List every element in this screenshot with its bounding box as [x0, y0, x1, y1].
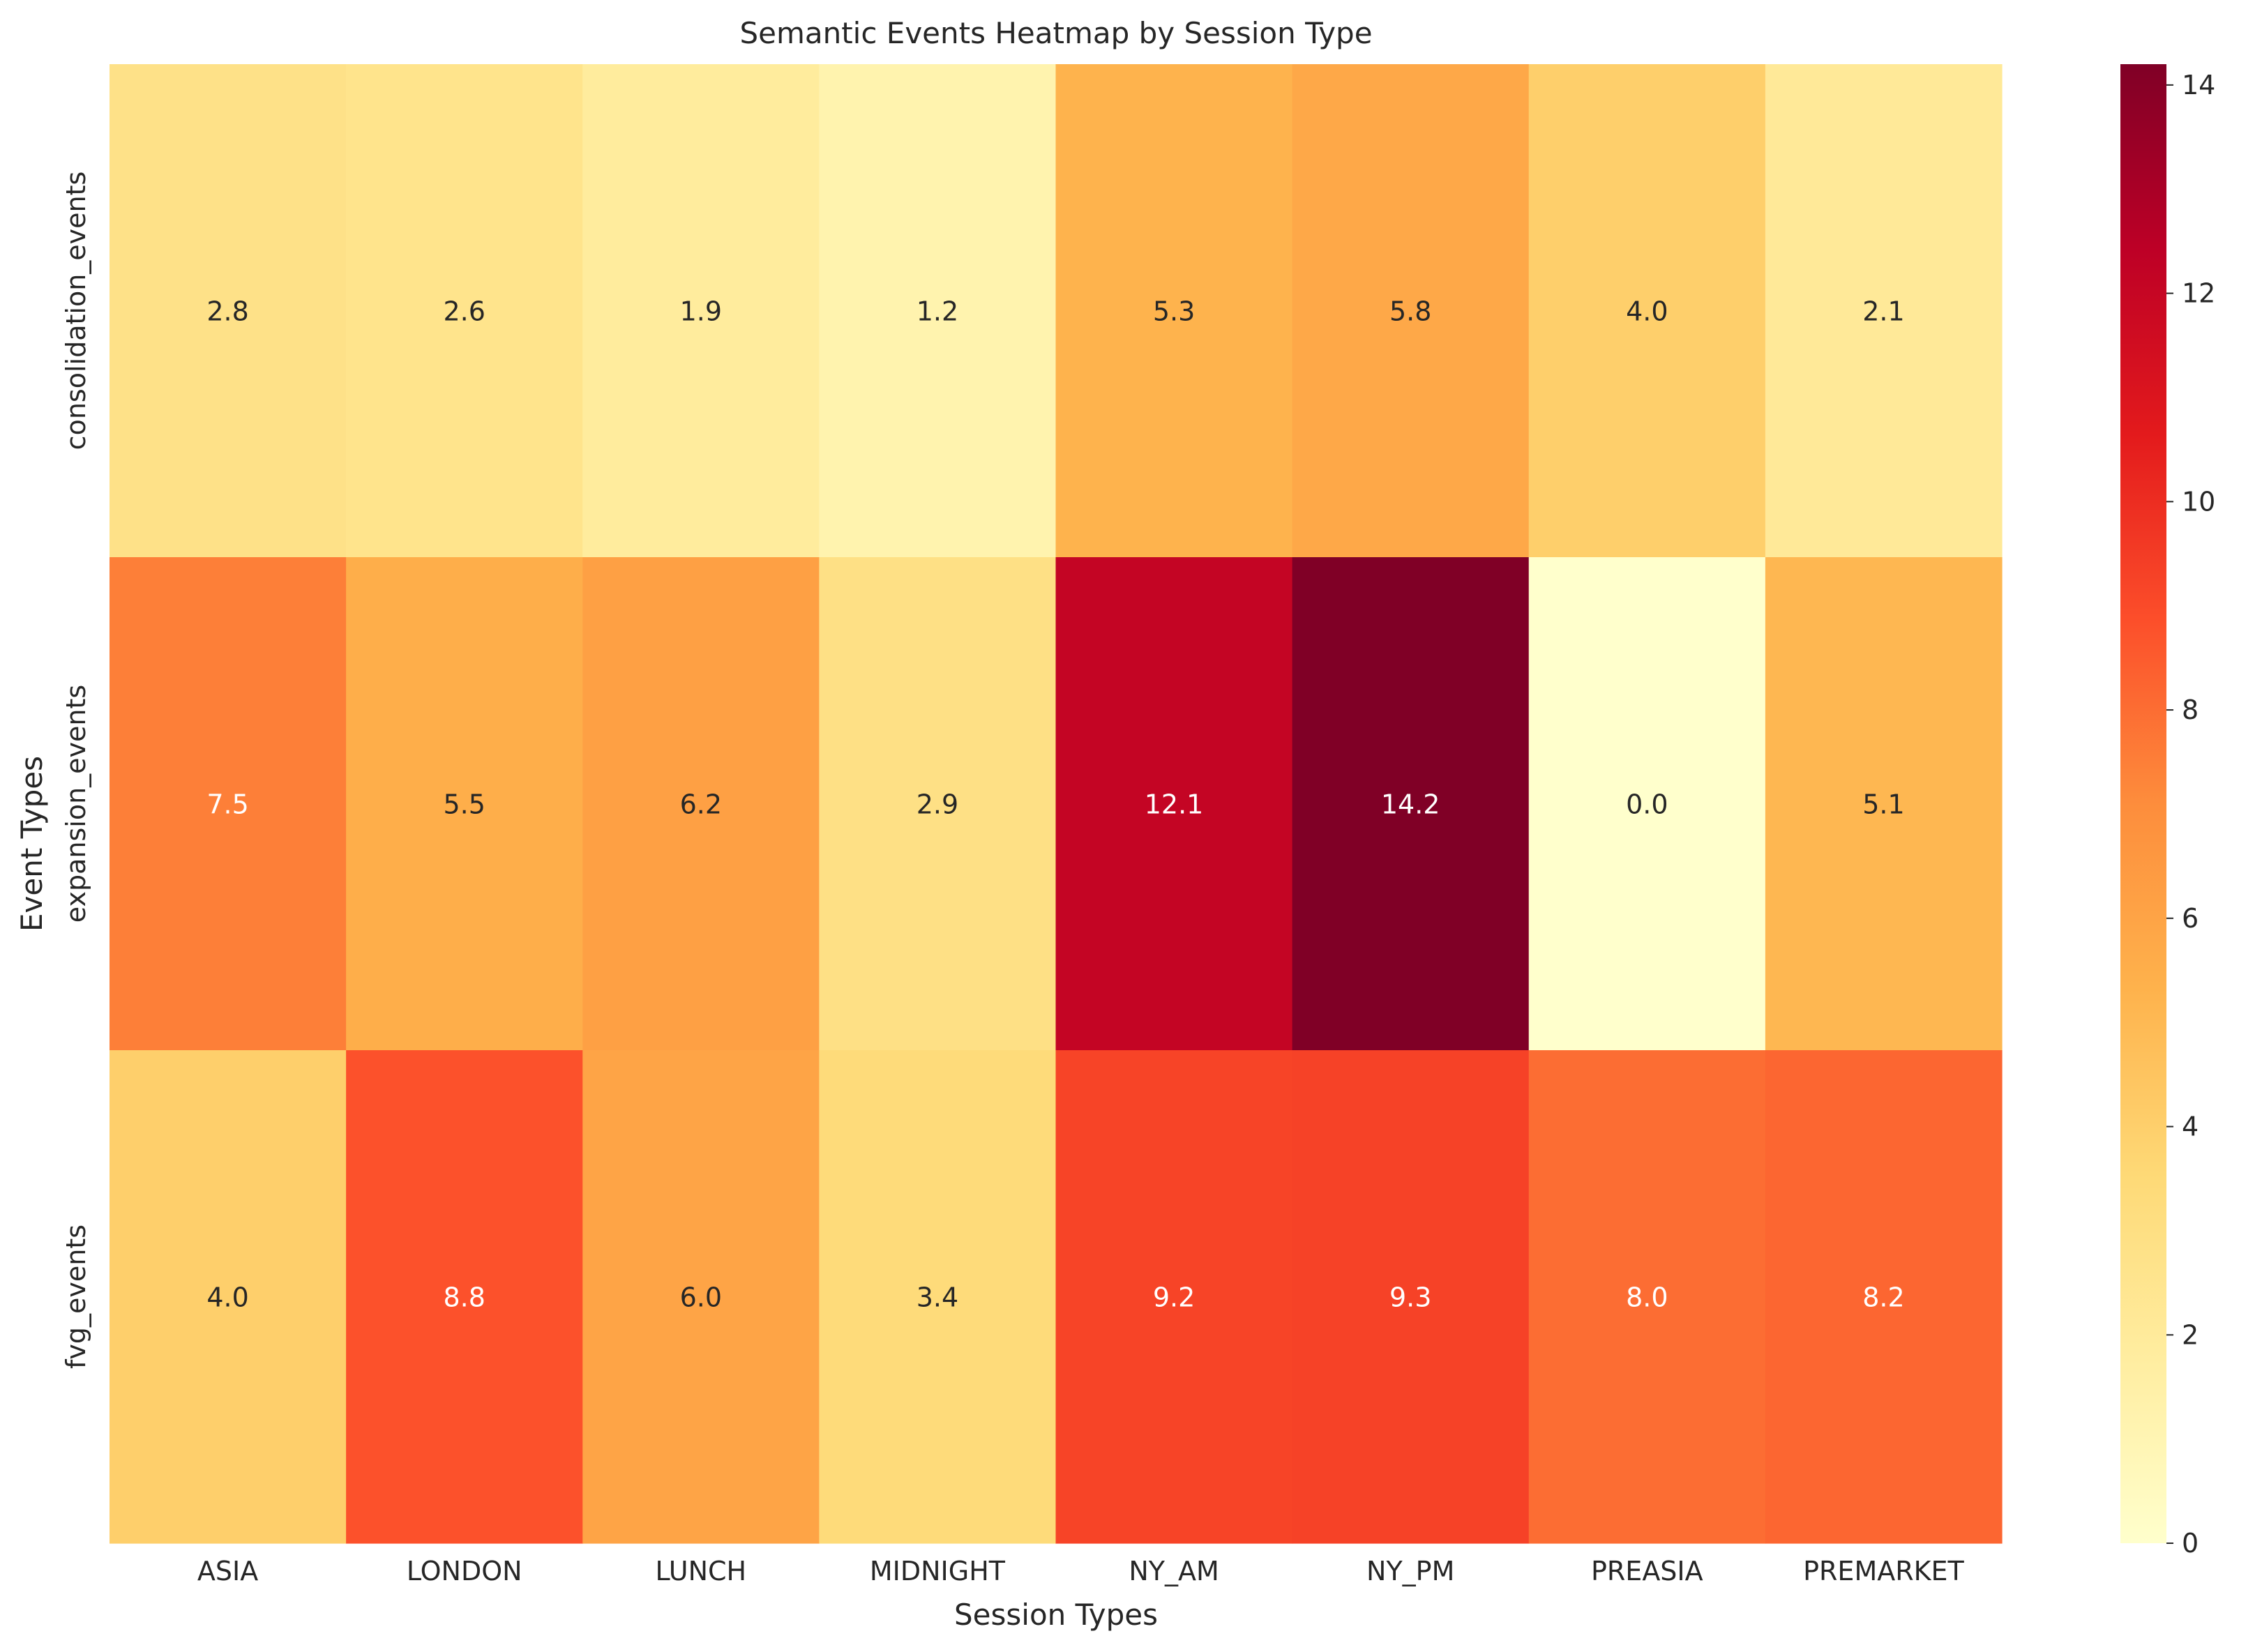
heatmap-cell — [1528, 557, 1766, 1051]
heatmap-cell — [1292, 557, 1530, 1051]
heatmap-cell-labels: 2.8 2.6 1.9 1.2 5.3 5.8 4.0 2.1 7.5 5.5 6.2 2.9 12.1… — [206, 296, 1904, 1313]
cell-value-label: 5.3 — [1153, 296, 1195, 327]
x-tick-label: PREMARKET — [1803, 1556, 1964, 1586]
cell-value-label: 8.8 — [443, 1282, 485, 1313]
heatmap-cell — [346, 1050, 583, 1544]
y-axis-label: Event Types — [15, 756, 49, 932]
colorbar-ticks: 0 2 4 6 8 10 12 14 — [2166, 70, 2215, 1559]
cell-value-label: 2.8 — [206, 296, 248, 327]
cell-value-label: 3.4 — [917, 1282, 958, 1313]
heatmap-cell — [1055, 64, 1293, 558]
heatmap-cells — [110, 64, 2003, 1544]
heatmap-cell — [582, 557, 820, 1051]
y-tick-labels: consolidation_events expansion_events fvg_… — [61, 172, 91, 1369]
heatmap-cell — [1765, 64, 2003, 558]
cell-value-label: 1.9 — [680, 296, 722, 327]
heatmap-cell — [1055, 557, 1293, 1051]
heatmap-cell — [1528, 1050, 1766, 1544]
cell-value-label: 5.1 — [1862, 789, 1904, 820]
heatmap-cell — [819, 1050, 1057, 1544]
colorbar-tick-label: 6 — [2182, 903, 2199, 934]
heatmap-cell — [110, 557, 347, 1051]
cell-value-label: 7.5 — [206, 789, 248, 820]
y-tick-label: expansion_events — [61, 685, 91, 923]
x-tick-label: MIDNIGHT — [870, 1556, 1006, 1586]
cell-value-label: 9.2 — [1153, 1282, 1195, 1313]
heatmap-cell — [1528, 64, 1766, 558]
cell-value-label: 2.6 — [443, 296, 485, 327]
x-tick-label: NY_PM — [1366, 1556, 1454, 1586]
colorbar-tick-label: 0 — [2182, 1528, 2199, 1559]
heatmap-cell — [1765, 1050, 2003, 1544]
colorbar — [2120, 64, 2166, 1543]
heatmap-cell — [110, 64, 347, 558]
cell-value-label: 4.0 — [206, 1282, 248, 1313]
x-tick-label: LONDON — [407, 1556, 522, 1586]
cell-value-label: 14.2 — [1381, 789, 1440, 820]
heatmap-cell — [582, 1050, 820, 1544]
heatmap-cell — [582, 64, 820, 558]
colorbar-tick-label: 12 — [2182, 278, 2215, 309]
heatmap-cell — [1292, 64, 1530, 558]
cell-value-label: 8.0 — [1626, 1282, 1668, 1313]
cell-value-label: 6.0 — [680, 1282, 722, 1313]
colorbar-tick-label: 14 — [2182, 70, 2215, 100]
heatmap-cell — [346, 557, 583, 1051]
cell-value-label: 5.8 — [1389, 296, 1431, 327]
y-tick-label: fvg_events — [61, 1225, 91, 1369]
heatmap-cell — [1055, 1050, 1293, 1544]
chart-title: Semantic Events Heatmap by Session Type — [739, 16, 1372, 50]
cell-value-label: 8.2 — [1862, 1282, 1904, 1313]
heatmap-cell — [1292, 1050, 1530, 1544]
x-tick-label: ASIA — [197, 1556, 258, 1586]
heatmap-cell — [110, 1050, 347, 1544]
y-tick-label: consolidation_events — [61, 172, 91, 450]
heatmap-cell — [346, 64, 583, 558]
cell-value-label: 1.2 — [917, 296, 958, 327]
cell-value-label: 5.5 — [443, 789, 485, 820]
x-tick-label: NY_AM — [1129, 1556, 1219, 1586]
cell-value-label: 4.0 — [1626, 296, 1668, 327]
cell-value-label: 2.9 — [917, 789, 958, 820]
colorbar-tick-label: 8 — [2182, 695, 2199, 725]
colorbar-tick-label: 10 — [2182, 486, 2215, 517]
cell-value-label: 6.2 — [680, 789, 722, 820]
heatmap-cell — [819, 557, 1057, 1051]
x-axis-label: Session Types — [954, 1598, 1158, 1632]
cell-value-label: 0.0 — [1626, 789, 1668, 820]
heatmap-cell — [819, 64, 1057, 558]
x-tick-labels: ASIA LONDON LUNCH MIDNIGHT NY_AM NY_PM PREASIA… — [197, 1556, 1965, 1586]
colorbar-tick-label: 4 — [2182, 1112, 2199, 1142]
cell-value-label: 12.1 — [1145, 789, 1204, 820]
heatmap-cell — [1765, 557, 2003, 1051]
x-tick-label: PREASIA — [1591, 1556, 1703, 1586]
x-tick-label: LUNCH — [656, 1556, 747, 1586]
cell-value-label: 2.1 — [1862, 296, 1904, 327]
cell-value-label: 9.3 — [1389, 1282, 1431, 1313]
colorbar-tick-label: 2 — [2182, 1319, 2199, 1350]
